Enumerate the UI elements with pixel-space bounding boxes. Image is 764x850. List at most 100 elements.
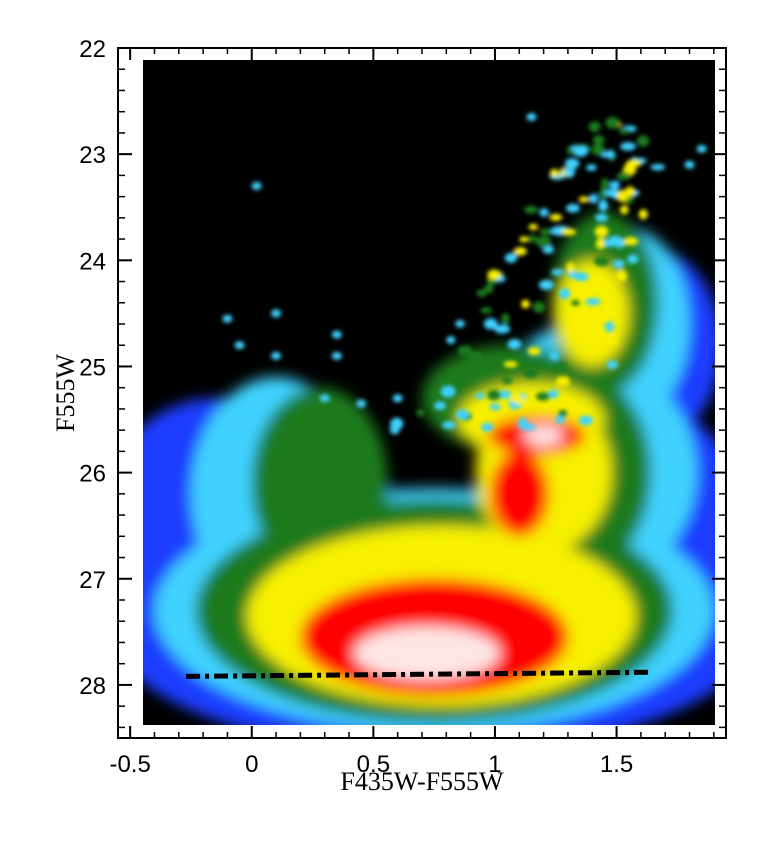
density-speck xyxy=(625,159,642,168)
density-speck xyxy=(503,361,518,368)
density-speck xyxy=(527,235,538,243)
density-speck xyxy=(222,314,233,323)
density-speck xyxy=(616,172,631,181)
density-speck xyxy=(598,199,609,212)
density-speck xyxy=(620,142,636,151)
density-speck xyxy=(434,401,447,410)
y-tick-label: 22 xyxy=(79,36,106,63)
density-speck xyxy=(504,252,518,263)
density-speck xyxy=(627,254,639,264)
density-speck xyxy=(524,205,538,214)
density-speck xyxy=(549,351,560,361)
density-speck xyxy=(566,262,576,273)
density-speck xyxy=(606,149,615,159)
density-speck xyxy=(521,299,530,309)
density-speck xyxy=(519,236,530,243)
x-axis-ticks: -0.5 0 0.5 1 1.5 xyxy=(109,48,715,778)
density-speck xyxy=(696,144,707,153)
density-speck xyxy=(620,205,629,215)
density-speck xyxy=(564,158,580,170)
density-speck xyxy=(271,351,282,360)
density-speck xyxy=(594,256,610,267)
density-speck xyxy=(271,309,282,318)
density-speck xyxy=(511,395,526,404)
density-speck xyxy=(331,351,342,360)
density-speck xyxy=(618,128,631,135)
density-speck xyxy=(457,345,472,357)
density-speck xyxy=(598,188,608,200)
density-speck xyxy=(538,279,554,290)
density-speck xyxy=(523,367,539,379)
y-axis-label: F555W xyxy=(51,354,80,432)
density-speck xyxy=(615,269,628,282)
x-tick-label: 0 xyxy=(245,751,258,778)
sparse-density-specks xyxy=(222,113,707,435)
density-speck xyxy=(440,385,456,398)
density-speck xyxy=(501,313,510,325)
density-speck xyxy=(604,321,615,333)
density-speck xyxy=(507,339,522,350)
density-speck xyxy=(650,163,666,171)
density-speck xyxy=(638,209,648,220)
density-speck xyxy=(532,301,546,313)
density-speck xyxy=(594,225,609,238)
y-tick-label: 28 xyxy=(79,673,106,700)
density-speck xyxy=(573,272,589,282)
y-tick-label: 27 xyxy=(79,567,106,594)
density-speck xyxy=(331,330,342,339)
density-speck xyxy=(589,193,599,204)
density-speck xyxy=(558,288,571,300)
density-speck xyxy=(476,289,488,297)
density-heatmap xyxy=(143,60,715,725)
density-speck xyxy=(356,399,367,408)
completeness-line xyxy=(186,669,654,679)
density-speck xyxy=(483,318,498,330)
density-speck xyxy=(591,143,605,156)
density-speck xyxy=(527,346,541,356)
density-speck xyxy=(625,186,635,197)
x-axis-label: F435W-F555W xyxy=(340,767,504,796)
density-speck xyxy=(468,351,483,362)
density-speck xyxy=(588,121,601,133)
density-speck xyxy=(549,168,559,178)
density-speck xyxy=(554,362,568,369)
density-speck xyxy=(605,116,621,129)
density-speck xyxy=(526,113,537,121)
density-speck xyxy=(535,392,550,401)
density-speck xyxy=(416,409,425,417)
density-speck xyxy=(547,389,559,399)
density-speck xyxy=(592,135,605,145)
density-speck xyxy=(513,247,527,256)
density-speck xyxy=(612,259,625,269)
density-speck xyxy=(609,180,620,190)
density-layer xyxy=(143,212,715,725)
density-speck xyxy=(494,324,511,334)
density-speck xyxy=(608,235,623,246)
density-speck xyxy=(474,392,485,399)
density-speck xyxy=(585,298,601,306)
density-speck xyxy=(539,208,549,217)
density-speck xyxy=(571,299,580,306)
y-tick-label: 24 xyxy=(79,248,106,275)
density-level-2-blob-2 xyxy=(251,387,388,579)
density-speck xyxy=(586,164,597,171)
density-speck xyxy=(594,213,608,222)
density-speck xyxy=(606,360,619,370)
density-speck xyxy=(455,319,465,328)
x-tick-label: 0.5 xyxy=(357,751,390,778)
density-speck xyxy=(573,145,588,157)
density-speck xyxy=(623,236,639,246)
density-speck xyxy=(604,188,621,198)
density-speck xyxy=(555,415,565,424)
x-tick-label: -0.5 xyxy=(109,751,150,778)
density-level-4-blob-2 xyxy=(490,451,549,537)
density-speck xyxy=(528,223,538,231)
density-speck xyxy=(251,182,262,190)
density-speck xyxy=(616,190,628,202)
density-speck xyxy=(562,168,576,175)
x-tick-label: 1 xyxy=(488,751,501,778)
density-speck xyxy=(607,336,619,345)
density-speck xyxy=(487,389,501,401)
density-speck xyxy=(600,178,610,190)
